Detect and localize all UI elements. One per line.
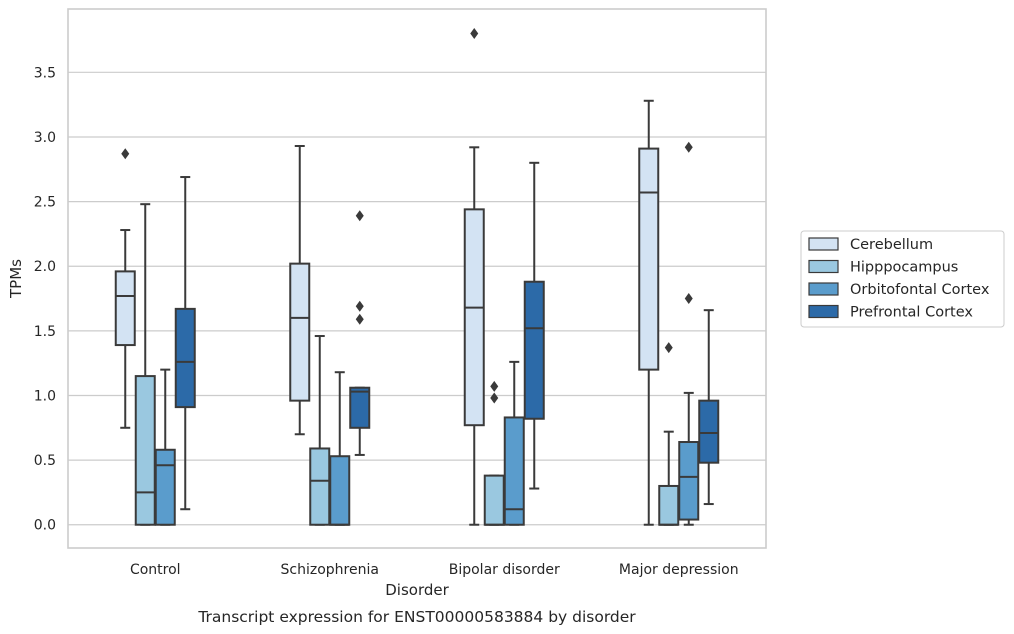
box-body <box>114 270 136 347</box>
y-tick-label: 0.5 <box>34 453 56 469</box>
box-body <box>309 447 331 526</box>
x-tick-label: Schizophrenia <box>281 562 379 578</box>
box-0-2 <box>154 368 176 526</box>
box-1-3 <box>349 210 371 456</box>
box-body <box>483 474 505 526</box>
box-body <box>174 307 196 409</box>
legend-item: Hipppocampus <box>808 259 958 276</box>
outlier-point <box>490 380 499 392</box>
box-0-1 <box>134 203 156 526</box>
box-2-2 <box>503 360 525 526</box>
box-body <box>329 455 351 526</box>
outlier-point <box>355 210 364 222</box>
box-2-3 <box>523 161 545 490</box>
outlier-point <box>684 293 693 305</box>
y-tick-label: 2.0 <box>34 259 56 275</box>
box-3-2 <box>678 141 700 526</box>
y-tick-label: 3.0 <box>34 130 56 146</box>
x-axis-ticks: Control Schizophrenia Bipolar disorder Majo… <box>130 562 739 578</box>
outlier-point <box>355 300 364 312</box>
y-axis-ticks: 0.0 0.5 1.0 1.5 2.0 2.5 3.0 3.5 <box>34 65 56 533</box>
legend-swatch <box>808 304 839 319</box>
box-body <box>638 147 660 371</box>
box-1-2 <box>329 371 351 526</box>
y-tick-label: 3.5 <box>34 65 56 81</box>
box-1-0 <box>289 145 311 436</box>
box-body <box>658 484 680 526</box>
y-tick-label: 0.0 <box>34 518 56 534</box>
box-body <box>289 262 311 402</box>
outlier-point <box>490 392 499 404</box>
legend-frame <box>800 230 1005 328</box>
box-0-0 <box>114 148 136 429</box>
legend: Cerebellum Hipppocampus Orbitofontal Corte… <box>800 230 1005 328</box>
box-3-1 <box>658 342 680 526</box>
outlier-point <box>684 141 693 153</box>
box-3-0 <box>638 99 660 526</box>
legend-item: Orbitofontal Cortex <box>808 282 990 298</box>
box-1-1 <box>309 335 331 526</box>
box-3-3 <box>698 309 720 506</box>
legend-label: Orbitofontal Cortex <box>850 282 990 298</box>
x-tick-label: Major depression <box>619 562 739 578</box>
outlier-point <box>470 28 479 40</box>
plot-frame <box>67 8 767 549</box>
legend-item: Prefrontal Cortex <box>808 304 973 321</box>
outlier-point <box>355 313 364 325</box>
box-body <box>154 448 176 526</box>
legend-label: Cerebellum <box>850 237 933 253</box>
legend-item: Cerebellum <box>808 237 933 253</box>
legend-swatch <box>808 237 839 251</box>
x-tick-label: Control <box>130 562 181 578</box>
box-body <box>349 386 371 429</box>
box-plot-area <box>114 28 720 526</box>
y-tick-label: 2.5 <box>34 195 56 211</box>
legend-label: Hipppocampus <box>850 260 958 276</box>
box-2-1 <box>483 380 505 526</box>
legend-swatch <box>808 259 839 274</box>
box-body <box>698 399 720 464</box>
box-0-3 <box>174 176 196 511</box>
box-2-0 <box>463 28 485 526</box>
box-body <box>503 416 525 526</box>
figure-caption: Transcript expression for ENST0000058388… <box>197 608 636 626</box>
box-body <box>463 208 485 427</box>
x-tick-label: Bipolar disorder <box>449 562 560 578</box>
y-tick-label: 1.5 <box>34 324 56 340</box>
outlier-point <box>664 342 673 354</box>
y-axis-label: TPMs <box>7 259 25 299</box>
y-tick-label: 1.0 <box>34 388 56 404</box>
outlier-point <box>121 148 130 160</box>
box-body <box>678 441 700 521</box>
x-axis-label: Disorder <box>385 581 449 599</box>
box-body <box>523 280 545 420</box>
legend-swatch <box>808 282 839 296</box>
legend-label: Prefrontal Cortex <box>850 305 973 321</box>
box-body <box>134 375 156 526</box>
